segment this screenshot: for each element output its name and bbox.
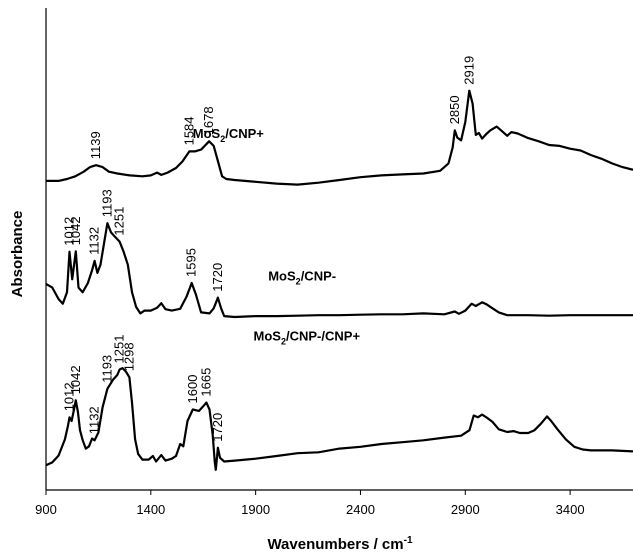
peak-label: 1012 <box>62 382 77 411</box>
series-label: MoS2/CNP-/CNP+ <box>254 329 361 347</box>
x-axis-title: Wavenumbers / cm-1 <box>267 535 413 553</box>
peak-label: 1600 <box>185 375 200 404</box>
peak-label: 2919 <box>461 56 476 85</box>
peak-label: 1042 <box>68 216 83 245</box>
peak-label: 1251 <box>112 335 127 364</box>
series-label: MoS2/CNP+ <box>193 126 265 144</box>
peak-label: 1251 <box>112 207 127 236</box>
y-axis-title: Absorbance <box>9 211 26 298</box>
peak-label: 1012 <box>62 217 77 246</box>
peak-label: 1298 <box>121 342 136 371</box>
peak-label: 1678 <box>201 106 216 135</box>
peak-label: 1595 <box>184 248 199 277</box>
peak-label: 1042 <box>68 365 83 394</box>
x-tick-label: 1900 <box>241 502 270 517</box>
spectrum-trace <box>46 89 633 186</box>
spectra-traces <box>45 89 633 471</box>
peak-label: 1132 <box>87 406 102 434</box>
x-tick-labels: 900 1400 1900 2400 2900 3400 <box>35 490 585 517</box>
x-tick-label: 2900 <box>451 502 480 517</box>
peak-label: 1193 <box>99 355 114 383</box>
peak-label: 1139 <box>88 131 103 159</box>
x-tick-label: 900 <box>35 502 57 517</box>
series-labels: MoS2/CNP+ MoS2/CNP- MoS2/CNP-/CNP+ <box>193 126 361 346</box>
peak-label: 1665 <box>198 368 213 397</box>
series-label: MoS2/CNP- <box>268 269 336 287</box>
spectrum-trace <box>45 367 633 471</box>
peak-label: 2850 <box>447 95 462 124</box>
x-tick-label: 2400 <box>346 502 375 517</box>
axes <box>45 8 633 491</box>
spectrum-trace <box>45 222 633 319</box>
peak-label: 1584 <box>181 116 196 145</box>
x-tick-label: 3400 <box>556 502 585 517</box>
peak-label: 1720 <box>210 263 225 292</box>
x-tick-label: 1400 <box>136 502 165 517</box>
peak-label: 1720 <box>210 413 225 442</box>
peak-label: 1193 <box>99 189 114 217</box>
peak-label: 1132 <box>87 227 102 255</box>
